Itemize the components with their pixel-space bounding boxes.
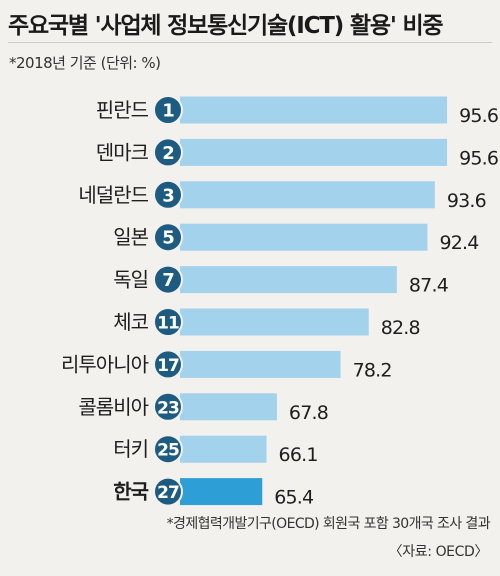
bar: [180, 393, 277, 421]
rank-badge: [153, 95, 183, 125]
bar-row: 7 독일 87.4: [113, 264, 450, 297]
bar-row: 27 한국 65.4: [113, 476, 315, 509]
bar-row: 17 리투아니아 78.2: [61, 349, 392, 381]
value-label: 82.8: [381, 317, 420, 339]
bar: [180, 96, 448, 124]
value-label: 66.1: [279, 444, 318, 466]
source-note: 〈자료: OECD〉: [388, 544, 489, 560]
bar: [180, 266, 397, 294]
title-divider: [8, 42, 492, 43]
rank-badge: [153, 307, 183, 337]
bar-highlight: [180, 478, 263, 506]
bar-row: 3 네덜란드 93.6: [78, 179, 487, 212]
category-label: 네덜란드: [78, 183, 148, 207]
rank-badge: [153, 264, 183, 295]
bar: [180, 308, 369, 336]
chart-subtitle: *2018년 기준 (단위: %): [9, 54, 161, 72]
bar-row: 5 일본 92.4: [113, 222, 480, 254]
bar: [180, 223, 428, 251]
value-label: 78.2: [353, 359, 392, 381]
category-label: 독일: [113, 268, 148, 292]
value-label: 95.6: [459, 105, 498, 127]
bar: [180, 350, 341, 378]
rank-label: 23: [157, 398, 179, 418]
rank-label: 25: [157, 441, 179, 461]
bar: [180, 181, 435, 209]
value-label: 67.8: [289, 402, 328, 424]
rank-label: 7: [162, 270, 174, 291]
bar-chart: 1 핀란드 95.6 2 덴마크 95.6 3 네덜란드 93.6 5 일본 92.4 7 독일 87.4 1…: [61, 95, 499, 509]
rank-badge: [153, 179, 183, 210]
value-label: 93.6: [447, 190, 486, 212]
bar-row: 2 덴마크 95.6: [96, 137, 499, 169]
bar-row: 25 터키 66.1: [113, 434, 318, 466]
rank-label: 11: [157, 314, 179, 334]
chart-title: 주요국별 '사업체 정보통신기술(ICT) 활용' 비중: [8, 13, 444, 39]
category-label: 콜롬비아: [78, 395, 148, 419]
rank-label: 1: [162, 101, 174, 122]
bar: [180, 435, 267, 463]
rank-badge: [153, 137, 183, 168]
rank-badge: [153, 349, 183, 380]
rank-badge: [153, 391, 183, 422]
bar: [180, 138, 448, 166]
value-label: 92.4: [439, 232, 479, 254]
rank-badge: [153, 434, 183, 465]
rank-label: 5: [162, 228, 174, 249]
category-label: 체코: [113, 310, 148, 334]
rank-label: 2: [162, 143, 174, 164]
rank-label: 27: [157, 483, 179, 503]
value-label: 65.4: [274, 487, 314, 509]
category-label: 핀란드: [96, 98, 149, 122]
category-label: 한국: [113, 480, 148, 504]
rank-label: 17: [157, 356, 179, 376]
bar-row: 11 체코 82.8: [113, 307, 421, 339]
bar-row: 23 콜롬비아 67.8: [78, 391, 329, 424]
footnote: *경제협력개발기구(OECD) 회원국 포함 30개국 조사 결과: [166, 516, 491, 532]
rank-label: 3: [162, 185, 174, 206]
rank-badge: [153, 222, 183, 253]
bar-row: 1 핀란드 95.6: [96, 95, 499, 127]
value-label: 87.4: [409, 275, 449, 297]
category-label: 터키: [113, 437, 148, 461]
value-label: 95.6: [459, 147, 498, 169]
category-label: 덴마크: [96, 140, 149, 164]
category-label: 리투아니아: [61, 352, 149, 376]
category-label: 일본: [113, 225, 148, 249]
rank-badge: [153, 476, 183, 507]
